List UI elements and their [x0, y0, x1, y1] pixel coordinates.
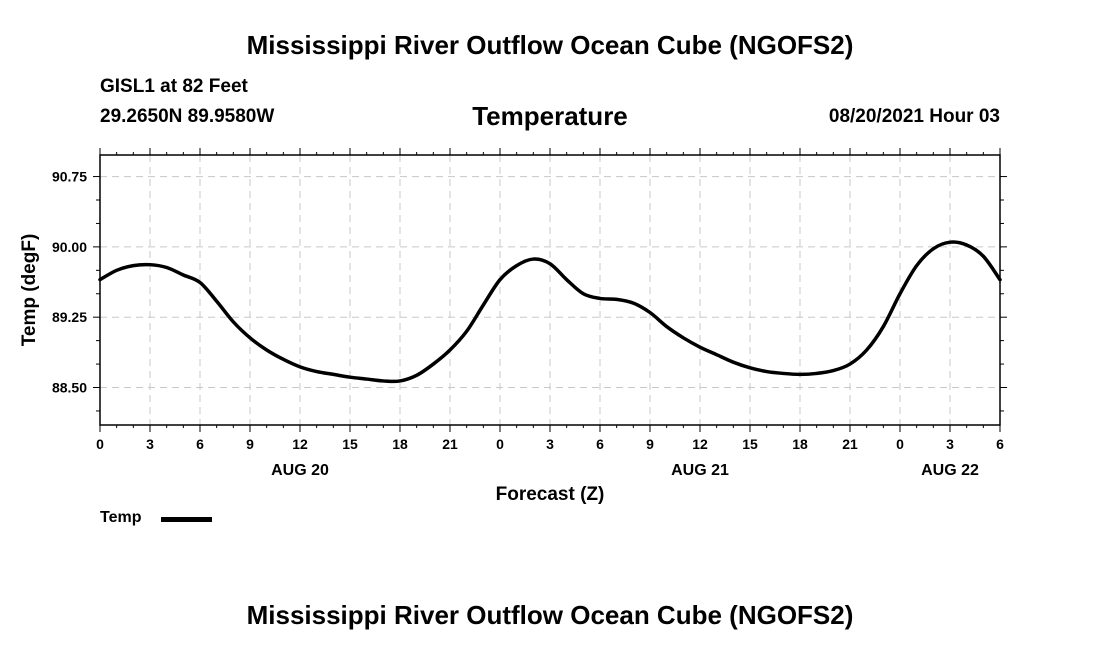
- x-tick-label: 18: [792, 436, 808, 452]
- y-tick-label: 88.50: [52, 380, 87, 396]
- y-tick-label: 89.25: [52, 309, 87, 325]
- x-tick-label: 6: [196, 436, 204, 452]
- x-tick-label: 9: [246, 436, 254, 452]
- x-tick-label: 0: [96, 436, 104, 452]
- x-tick-label: 9: [646, 436, 654, 452]
- x-tick-label: 3: [546, 436, 554, 452]
- forecast-datetime: 08/20/2021 Hour 03: [828, 106, 1000, 127]
- x-tick-label: 12: [692, 436, 708, 452]
- x-tick-label: 6: [996, 436, 1004, 452]
- x-tick-label: 21: [442, 436, 458, 452]
- x-tick-label: 3: [146, 436, 154, 452]
- x-tick-label: 15: [342, 436, 358, 452]
- x-tick-label: 18: [392, 436, 408, 452]
- x-date-label: AUG 20: [271, 462, 329, 479]
- station-label: GISL1 at 82 Feet: [100, 76, 248, 97]
- legend-label: Temp: [100, 509, 142, 526]
- y-tick-label: 90.00: [52, 239, 87, 255]
- footer-title: Mississippi River Outflow Ocean Cube (NG…: [246, 600, 854, 630]
- x-axis-label: Forecast (Z): [496, 484, 605, 505]
- x-tick-label: 0: [496, 436, 504, 452]
- main-title: Mississippi River Outflow Ocean Cube (NG…: [246, 30, 854, 60]
- x-tick-label: 15: [742, 436, 758, 452]
- x-tick-label: 0: [896, 436, 904, 452]
- x-tick-label: 6: [596, 436, 604, 452]
- y-tick-label: 90.75: [52, 169, 87, 185]
- y-axis-label: Temp (degF): [19, 234, 40, 347]
- legend-line-swatch: [161, 517, 212, 522]
- x-date-label: AUG 22: [921, 462, 979, 479]
- x-tick-label: 21: [842, 436, 858, 452]
- x-tick-label: 3: [946, 436, 954, 452]
- plot-frame: [99, 154, 1001, 426]
- coordinates-label: 29.2650N 89.9580W: [100, 106, 275, 127]
- temp-series-line: [98, 240, 1002, 384]
- chart-title: Temperature: [472, 101, 628, 131]
- x-date-label: AUG 21: [671, 462, 729, 479]
- x-tick-label: 12: [292, 436, 308, 452]
